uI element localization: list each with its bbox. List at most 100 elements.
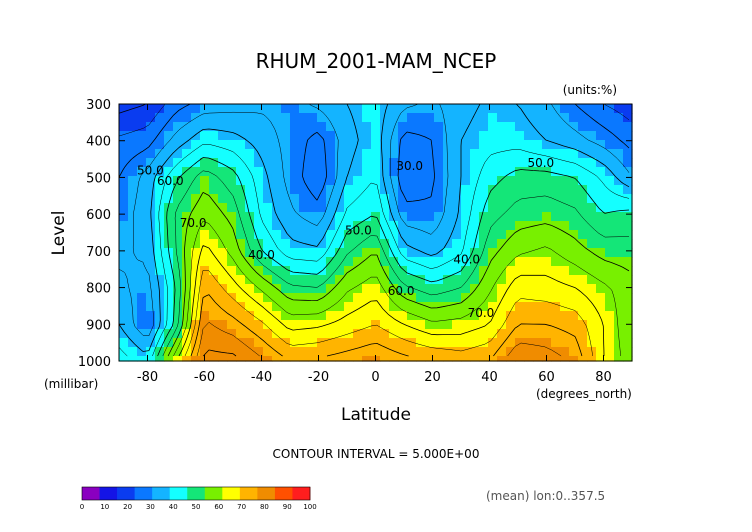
field-cell: [596, 185, 606, 195]
field-cell: [542, 239, 552, 249]
field-cell: [452, 221, 462, 231]
field-cell: [263, 122, 273, 132]
field-cell: [182, 338, 192, 348]
field-cell: [542, 302, 552, 312]
field-cell: [488, 185, 498, 195]
field-cell: [155, 356, 165, 362]
field-cell: [317, 185, 327, 195]
colorbar-tick-label: 100: [303, 503, 316, 511]
field-cell: [227, 266, 237, 276]
field-cell: [461, 122, 471, 132]
field-cell: [560, 239, 570, 249]
field-cell: [191, 230, 201, 240]
field-cell: [191, 140, 201, 150]
field-cell: [290, 302, 300, 312]
field-cell: [461, 221, 471, 231]
field-cell: [443, 122, 453, 132]
field-cell: [146, 104, 156, 114]
field-cell: [218, 320, 228, 330]
field-cell: [398, 221, 408, 231]
field-cell: [218, 311, 228, 321]
field-cell: [389, 257, 399, 267]
field-cell: [371, 347, 381, 357]
field-cell: [317, 329, 327, 339]
field-cell: [200, 131, 210, 141]
field-cell: [317, 275, 327, 285]
colorbar-tick-label: 10: [100, 503, 109, 511]
field-cell: [569, 194, 579, 204]
field-cell: [308, 221, 318, 231]
field-cell: [398, 131, 408, 141]
field-cell: [182, 293, 192, 303]
field-cell: [398, 257, 408, 267]
field-cell: [218, 293, 228, 303]
field-cell: [443, 293, 453, 303]
field-cell: [425, 194, 435, 204]
field-cell: [119, 257, 129, 267]
field-cell: [272, 329, 282, 339]
field-cell: [524, 212, 534, 222]
colorbar-tick-label: 60: [214, 503, 223, 511]
field-cell: [587, 284, 597, 294]
field-cell: [560, 311, 570, 321]
field-cell: [272, 302, 282, 312]
field-cell: [335, 230, 345, 240]
field-cell: [578, 248, 588, 258]
field-cell: [596, 122, 606, 132]
field-cell: [443, 113, 453, 123]
field-cell: [335, 212, 345, 222]
field-cell: [551, 113, 561, 123]
field-cell: [596, 203, 606, 213]
field-cell: [254, 338, 264, 348]
field-cell: [452, 320, 462, 330]
field-cell: [182, 239, 192, 249]
field-cell: [344, 194, 354, 204]
field-cell: [389, 356, 399, 362]
field-cell: [479, 158, 489, 168]
field-cell: [623, 320, 633, 330]
field-cell: [362, 338, 372, 348]
field-cell: [227, 194, 237, 204]
field-cell: [587, 347, 597, 357]
field-cell: [335, 158, 345, 168]
field-cell: [254, 329, 264, 339]
field-cell: [488, 212, 498, 222]
field-cell: [461, 194, 471, 204]
field-cell: [146, 176, 156, 186]
field-cell: [281, 347, 291, 357]
field-cell: [452, 158, 462, 168]
field-cell: [524, 140, 534, 150]
field-cell: [497, 356, 507, 362]
field-cell: [353, 347, 363, 357]
field-cell: [218, 158, 228, 168]
field-cell: [164, 266, 174, 276]
field-cell: [533, 194, 543, 204]
field-cell: [200, 329, 210, 339]
field-cell: [290, 158, 300, 168]
field-cell: [569, 320, 579, 330]
field-cell: [551, 203, 561, 213]
field-cell: [398, 158, 408, 168]
field-cell: [569, 356, 579, 362]
field-cell: [452, 140, 462, 150]
field-cell: [290, 248, 300, 258]
field-cell: [623, 131, 633, 141]
field-cell: [317, 104, 327, 114]
field-cell: [272, 275, 282, 285]
field-cell: [560, 185, 570, 195]
field-cell: [605, 293, 615, 303]
contour-lines: [118, 103, 630, 357]
field-cell: [272, 239, 282, 249]
field-cell: [488, 140, 498, 150]
field-cell: [353, 230, 363, 240]
field-cell: [533, 176, 543, 186]
field-cell: [128, 221, 138, 231]
field-cell: [452, 203, 462, 213]
field-cell: [272, 248, 282, 258]
field-cell: [578, 239, 588, 249]
field-cell: [542, 122, 552, 132]
field-cell: [299, 212, 309, 222]
field-cell: [227, 347, 237, 357]
field-cell: [569, 104, 579, 114]
field-cell: [191, 311, 201, 321]
